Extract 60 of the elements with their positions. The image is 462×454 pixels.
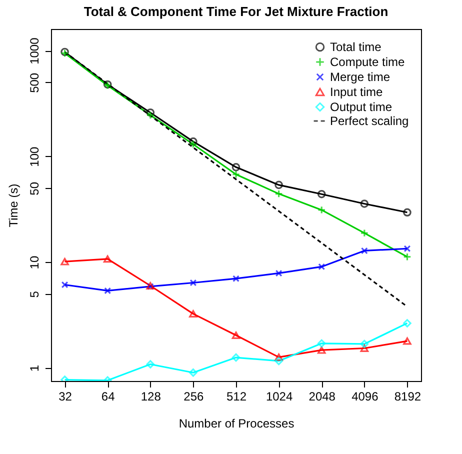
point [232,332,240,339]
point [317,190,326,198]
point [274,190,283,198]
point [189,310,198,318]
x-tick-label: 128 [140,390,162,404]
x-tick-label: 512 [226,390,247,404]
chart-title: Total & Component Time For Jet Mixture Fraction [84,4,388,19]
point [103,255,112,263]
point [274,180,283,190]
x-tick-label: 2048 [308,390,336,404]
point [360,344,369,352]
point [232,353,240,362]
point [317,346,326,354]
point [317,206,326,214]
y-tick-label: 5 [28,290,42,298]
point [190,279,197,286]
point [360,340,369,348]
point [61,281,68,288]
point [274,356,283,366]
point [360,228,369,238]
point [60,258,69,266]
x-tick-label: 32 [58,390,72,404]
y-tick-label: 1000 [28,37,42,64]
point [275,270,282,277]
legend-label: Output time [330,100,392,114]
x-tick-label: 256 [184,390,204,404]
point [318,263,326,270]
point [232,275,240,282]
point [360,200,369,208]
legend-label: Total time [330,40,382,54]
legend-label: Compute time [330,55,406,69]
point [189,137,198,146]
point [232,162,240,172]
y-tick-label: 500 [28,72,42,93]
point [360,247,368,254]
point [189,368,198,377]
x-tick-label: 4096 [352,390,379,404]
legend-label: Input time [330,85,384,99]
legend-label: Perfect scaling [330,114,409,128]
y-tick-label: 10 [28,256,42,270]
x-tick-label: 1024 [266,390,293,404]
point [317,339,326,348]
point [146,108,155,117]
point [104,287,112,294]
point [403,337,412,345]
legend-label: Merge time [330,70,390,84]
y-tick-label: 100 [28,146,42,167]
y-tick-label: 50 [28,182,42,196]
point [146,360,155,368]
point [189,140,198,148]
y-axis-title: Time (s) [6,184,20,228]
point [403,319,412,328]
x-tick-label: 64 [101,390,116,404]
point [404,245,411,252]
point [274,353,283,361]
x-tick-label: 8192 [394,390,422,404]
point [232,170,240,179]
x-axis-title: Number of Processes [178,416,294,430]
point [146,111,155,120]
y-tick-label: 1 [28,364,42,372]
